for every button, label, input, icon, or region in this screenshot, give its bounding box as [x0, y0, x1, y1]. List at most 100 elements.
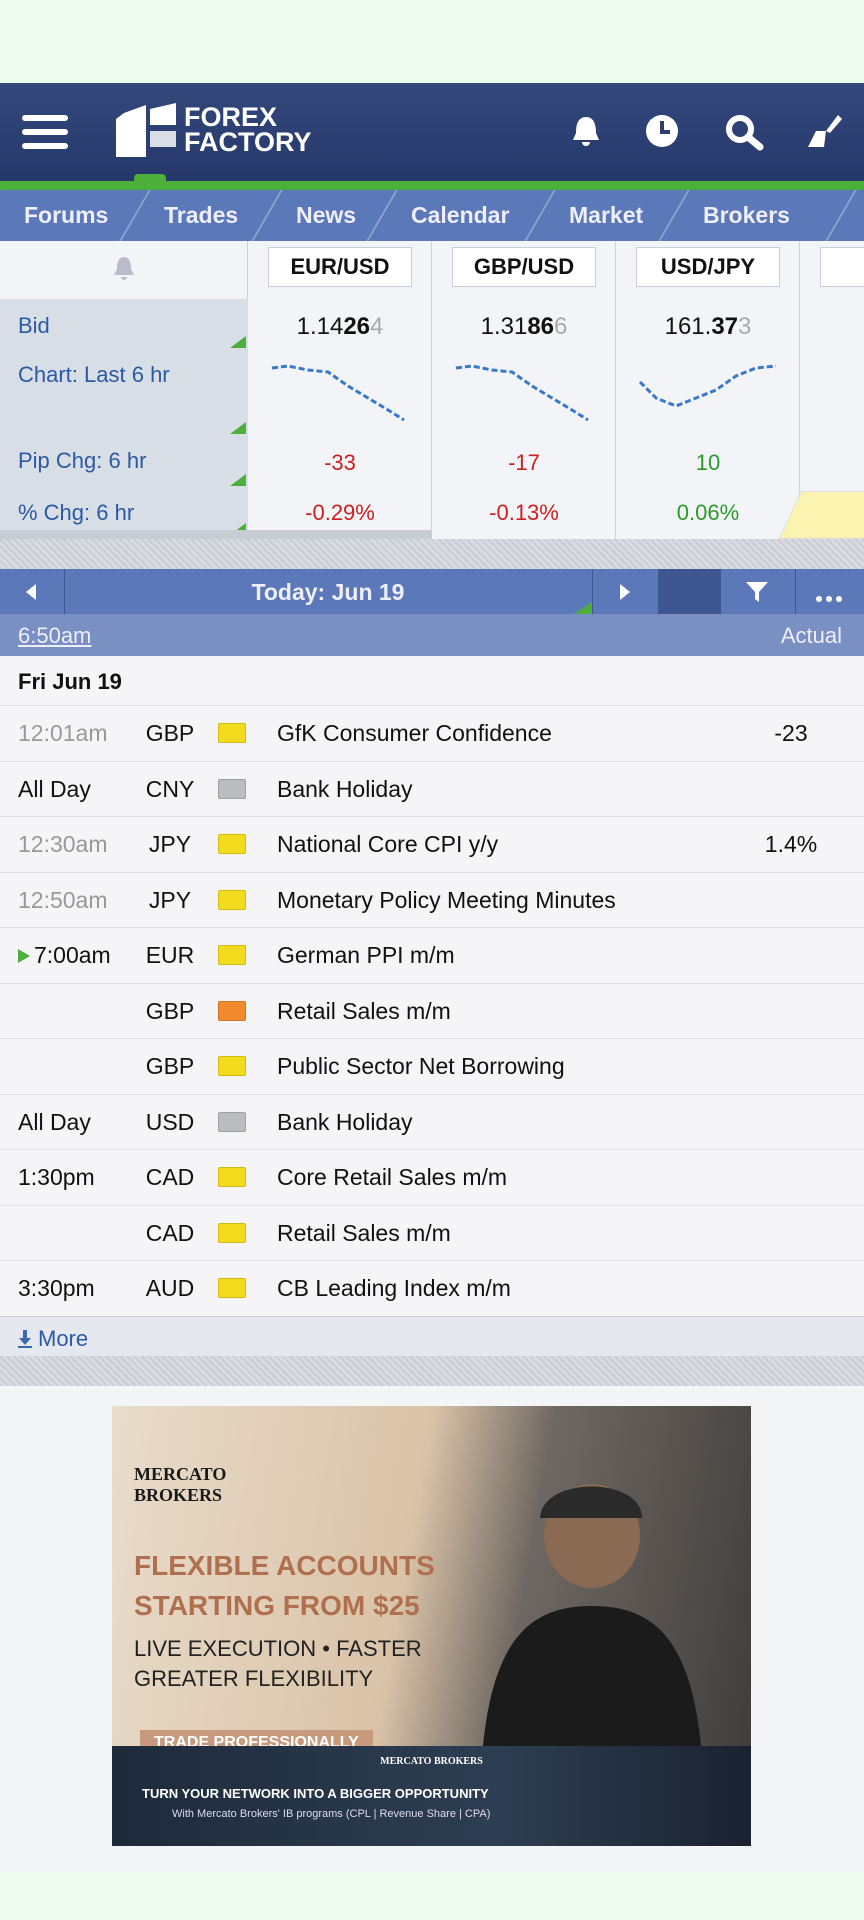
market-table: Bid Chart: Last 6 hr Pip Chg: 6 hr % Chg: 6…	[0, 241, 864, 539]
event-row[interactable]: All Day CNY Bank Holiday	[0, 761, 864, 817]
nav-item[interactable]: Market	[569, 202, 644, 228]
event-row[interactable]: 7:00am EUR German PPI m/m	[0, 927, 864, 983]
ad-brand-small: MERCATO BROKERS	[380, 1756, 483, 1767]
actual: -23	[774, 720, 808, 746]
event-row[interactable]: CAD Retail Sales m/m	[0, 1205, 864, 1261]
sparkline	[452, 358, 602, 428]
event-time: 12:30am	[18, 831, 108, 857]
event-row[interactable]: 12:01am GBP GfK Consumer Confidence -23	[0, 705, 864, 761]
row-divider	[0, 1204, 864, 1206]
impact-icon	[218, 1222, 246, 1243]
event-row[interactable]: GBP Public Sector Net Borrowing	[0, 1038, 864, 1094]
pair-label[interactable]: USD/JPY	[636, 247, 780, 287]
logo-text[interactable]: FOREX FACTORY	[184, 104, 312, 156]
download-icon	[18, 1329, 32, 1348]
scroll-button[interactable]	[778, 491, 864, 539]
bid-part: 26	[343, 313, 371, 340]
bid-part: 3	[738, 313, 752, 340]
event-time: 12:50am	[18, 886, 108, 913]
impact-icon	[218, 1111, 246, 1132]
column-separator	[799, 241, 800, 539]
row-divider	[0, 705, 864, 706]
bell-icon[interactable]	[568, 113, 604, 149]
currency: EUR	[145, 942, 195, 968]
next-marker	[18, 949, 30, 963]
bid-part: 161.	[664, 313, 712, 340]
more-row[interactable]: More	[0, 1315, 864, 1356]
ad-banner[interactable]: MERCATO BROKERS FLEXIBLE ACCOUNTS STARTIN…	[112, 1406, 751, 1846]
bid: 161.373	[616, 313, 800, 341]
nav-item[interactable]: Trades	[164, 202, 239, 228]
divider	[0, 1356, 864, 1386]
nav-separator	[524, 190, 556, 241]
pair-label[interactable]: US	[820, 247, 864, 287]
filter-icon[interactable]	[746, 582, 768, 602]
row-label-bg	[0, 486, 248, 537]
impact-icon	[218, 1000, 246, 1021]
nav-item[interactable]: Brokers	[703, 202, 790, 228]
menu-icon[interactable]	[22, 113, 70, 151]
bid-part: 6	[554, 313, 568, 340]
nav-item[interactable]: Forums	[24, 202, 109, 228]
prev-button[interactable]	[26, 584, 36, 600]
ad-banner-title: TURN YOUR NETWORK INTO A BIGGER OPPORTUN…	[142, 1786, 489, 1801]
user-icon[interactable]	[804, 111, 844, 151]
clock-icon[interactable]	[644, 113, 680, 149]
ad-brand: MERCATO BROKERS	[134, 1464, 227, 1505]
ad-sub: LIVE EXECUTION • FASTER	[134, 1636, 422, 1661]
impact-icon	[218, 1167, 246, 1187]
row-divider	[0, 816, 864, 817]
search-icon[interactable]	[724, 113, 764, 153]
row-divider	[0, 871, 864, 873]
event-time: 7:00am	[34, 942, 111, 968]
event-title: National Core CPI y/y	[277, 831, 499, 857]
bell-icon	[112, 255, 136, 281]
event-row[interactable]: 12:50am JPY Monetary Policy Meeting Minute…	[0, 872, 864, 928]
nav-item[interactable]: News	[296, 202, 357, 228]
impact-icon	[218, 723, 246, 743]
pip-change: -33	[324, 450, 356, 475]
more-icon	[815, 589, 845, 602]
row-divider	[0, 1093, 864, 1095]
event-row[interactable]: All Day USD Bank Holiday	[0, 1094, 864, 1150]
currency: CAD	[145, 1164, 195, 1190]
header: FOREX FACTORY	[0, 83, 864, 181]
column-separator	[431, 241, 432, 539]
bottom-strip	[0, 530, 432, 539]
logo-icon	[116, 103, 176, 157]
bid-part: 1.14	[296, 313, 344, 340]
nav-separator	[658, 190, 690, 241]
event-title: German PPI m/m	[277, 942, 455, 968]
nav-item[interactable]: Calendar	[411, 202, 510, 228]
actual-header: Actual	[780, 623, 842, 648]
ad-sub: GREATER FLEXIBILITY	[134, 1666, 374, 1691]
row-label-bg	[0, 434, 248, 488]
nav-separator	[720, 569, 721, 614]
event-title: Monetary Policy Meeting Minutes	[277, 886, 616, 913]
current-time: 6:50am	[18, 623, 92, 648]
event-time: All Day	[18, 775, 91, 802]
pair-label[interactable]: EUR/USD	[268, 247, 412, 287]
event-row[interactable]: 1:30pm CAD Core Retail Sales m/m	[0, 1149, 864, 1205]
corner	[230, 336, 246, 348]
currency: GBP	[145, 997, 195, 1024]
currency: GBP	[145, 720, 195, 746]
event-row[interactable]: GBP Retail Sales m/m	[0, 983, 864, 1039]
next-button[interactable]	[620, 584, 630, 600]
event-row[interactable]: 12:30am JPY National Core CPI y/y 1.4%	[0, 816, 864, 872]
row-divider	[0, 1260, 864, 1261]
row-divider	[0, 982, 864, 984]
event-row[interactable]: 3:30pm AUD CB Leading Index m/m	[0, 1260, 864, 1316]
divider	[0, 539, 864, 569]
event-title: Core Retail Sales m/m	[277, 1164, 508, 1190]
nav-separator	[119, 190, 151, 241]
event-title: Bank Holiday	[277, 775, 413, 802]
ad-headline: STARTING FROM $25	[134, 1590, 420, 1621]
impact-icon	[218, 834, 246, 854]
bid: 1.14264	[248, 313, 432, 341]
nav-separator	[251, 190, 283, 241]
event-title: Public Sector Net Borrowing	[277, 1053, 565, 1079]
row-divider	[0, 760, 864, 762]
pair-label[interactable]: GBP/USD	[452, 247, 596, 287]
